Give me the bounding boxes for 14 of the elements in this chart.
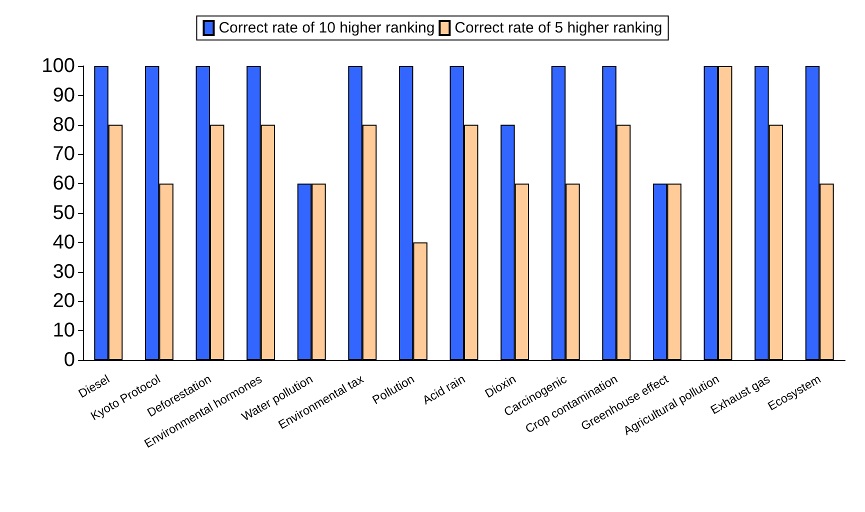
legend-label: Correct rate of 10 higher ranking bbox=[218, 20, 435, 36]
y-tick-label: 10 bbox=[52, 320, 75, 342]
y-tick-label: 30 bbox=[52, 260, 75, 283]
y-tick-label: 70 bbox=[52, 143, 75, 166]
y-tick-label: 80 bbox=[52, 114, 75, 136]
y-tick-label: 20 bbox=[52, 290, 75, 312]
y-tick-label: 60 bbox=[52, 172, 75, 195]
y-tick-label: 90 bbox=[52, 84, 75, 106]
legend-label: Correct rate of 5 higher ranking bbox=[454, 20, 662, 36]
y-tick-label: 0 bbox=[64, 349, 75, 371]
y-tick-label: 40 bbox=[52, 231, 75, 254]
x-tick-label: Acid rain bbox=[420, 372, 468, 408]
y-tick-label: 100 bbox=[42, 55, 75, 77]
y-tick-label: 50 bbox=[52, 202, 75, 224]
